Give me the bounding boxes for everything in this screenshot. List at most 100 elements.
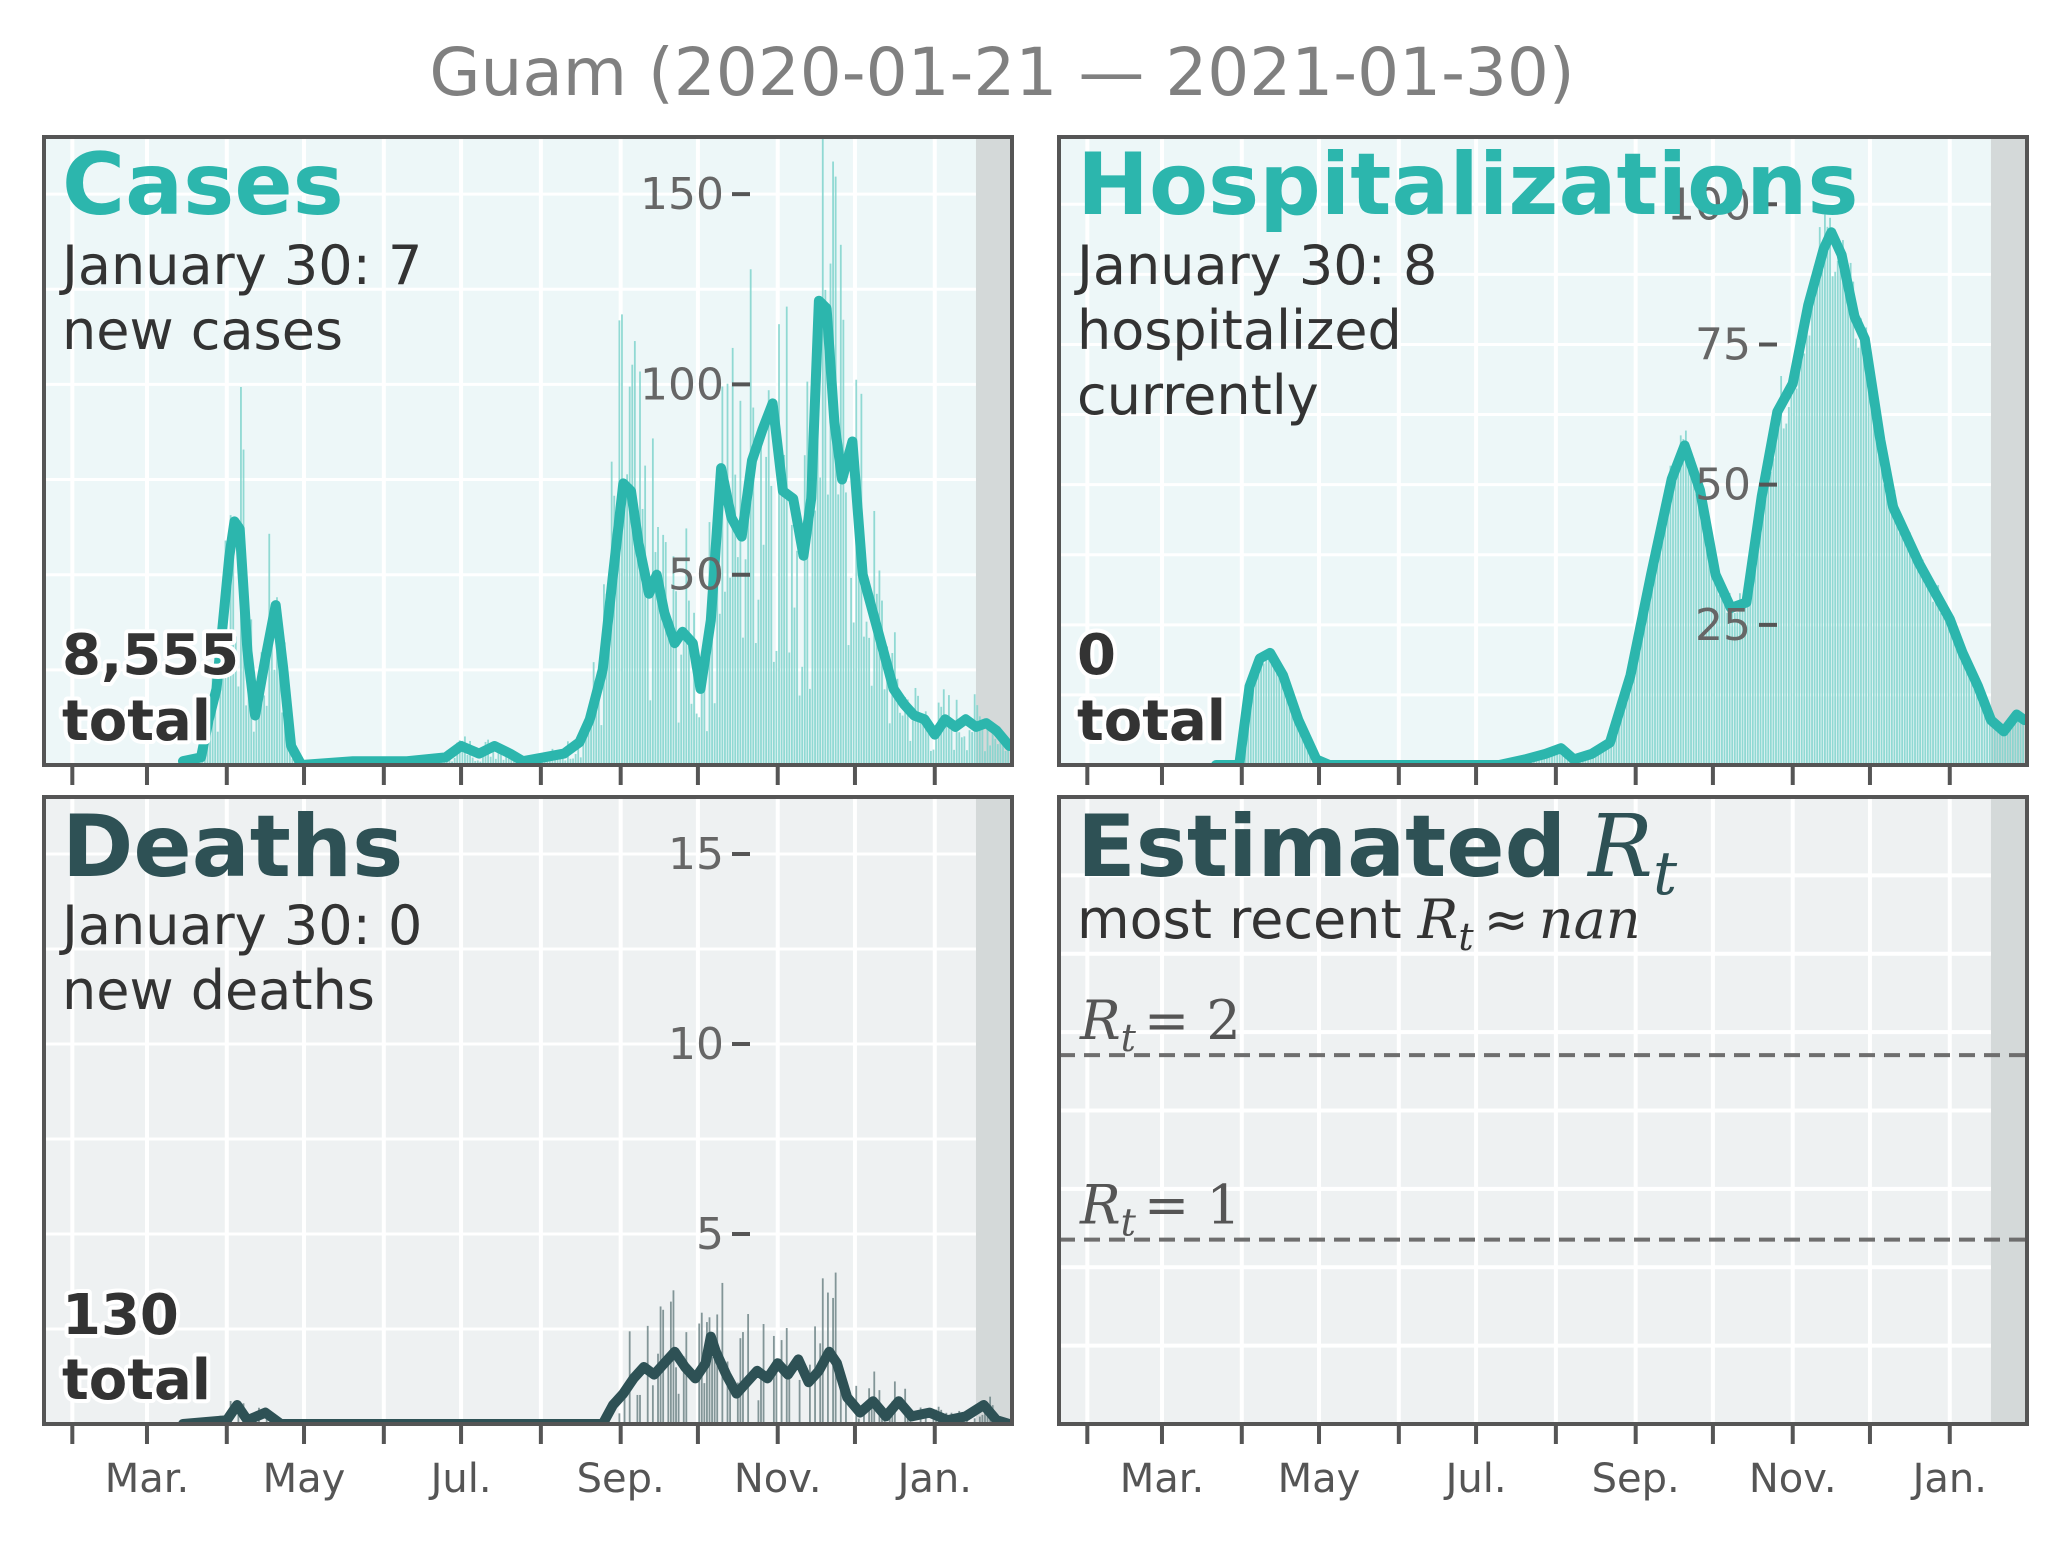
daily-bar bbox=[1803, 353, 1806, 765]
daily-bar bbox=[971, 732, 973, 765]
daily-bar bbox=[1697, 473, 1700, 765]
y-tick-label: 75 bbox=[1695, 319, 1751, 370]
daily-bar bbox=[1288, 690, 1291, 765]
daily-bar bbox=[693, 612, 695, 765]
daily-bar bbox=[1249, 683, 1252, 765]
daily-bar bbox=[821, 137, 824, 765]
daily-bar bbox=[724, 591, 726, 765]
daily-bar bbox=[852, 622, 855, 765]
daily-bar bbox=[978, 1416, 981, 1424]
daily-bar bbox=[605, 593, 608, 765]
daily-bar bbox=[234, 636, 237, 765]
hosp-title: Hospitalizations bbox=[1077, 135, 1859, 235]
daily-bar bbox=[1672, 488, 1674, 765]
daily-bar bbox=[948, 695, 950, 765]
daily-bar bbox=[726, 1361, 729, 1424]
daily-bar bbox=[809, 1364, 811, 1424]
daily-bar bbox=[597, 690, 600, 765]
daily-bar bbox=[966, 750, 968, 765]
daily-bar bbox=[901, 715, 904, 765]
daily-bar bbox=[881, 600, 883, 765]
daily-bar bbox=[1597, 749, 1600, 765]
daily-bar bbox=[1669, 465, 1672, 765]
daily-bar bbox=[1865, 327, 1867, 765]
daily-bar bbox=[247, 665, 250, 765]
rt-ref1-subscript: t bbox=[1121, 1201, 1137, 1245]
daily-bar bbox=[976, 705, 979, 765]
daily-bar bbox=[731, 347, 734, 765]
daily-bar bbox=[1787, 407, 1790, 765]
daily-bar bbox=[1847, 264, 1849, 765]
daily-bar bbox=[615, 544, 618, 765]
daily-bar bbox=[1296, 713, 1299, 765]
daily-bar bbox=[255, 712, 258, 765]
daily-bar bbox=[842, 319, 845, 765]
daily-bar bbox=[1739, 593, 1741, 765]
daily-bar bbox=[1267, 654, 1270, 765]
daily-bar bbox=[1829, 217, 1831, 765]
daily-bar bbox=[641, 508, 644, 765]
daily-bar bbox=[749, 269, 752, 765]
deaths-title: Deaths bbox=[62, 797, 403, 897]
daily-bar bbox=[767, 390, 770, 765]
cases-frame bbox=[42, 135, 1014, 767]
daily-bar bbox=[1947, 619, 1950, 765]
rt-subtitle-approx: ≈ bbox=[1484, 888, 1529, 951]
daily-bar bbox=[803, 455, 806, 765]
y-tick-label: 15 bbox=[668, 829, 724, 880]
daily-bar bbox=[713, 1344, 716, 1424]
daily-bar bbox=[814, 510, 816, 765]
daily-bar bbox=[742, 637, 744, 765]
daily-bar bbox=[1687, 460, 1690, 765]
daily-bar bbox=[636, 507, 639, 765]
daily-bar bbox=[214, 672, 217, 765]
daily-bar bbox=[209, 729, 211, 765]
daily-bar bbox=[1620, 708, 1623, 765]
daily-bar bbox=[1275, 658, 1278, 765]
daily-bar bbox=[1749, 578, 1752, 765]
daily-bar bbox=[1592, 753, 1595, 765]
y-tick-label: 100 bbox=[640, 359, 724, 410]
daily-bar bbox=[891, 653, 894, 765]
daily-bar bbox=[1906, 535, 1909, 765]
rt-ref1-equation: = 1 bbox=[1144, 1174, 1241, 1237]
daily-bar bbox=[845, 492, 847, 765]
daily-bar bbox=[778, 324, 780, 765]
daily-bar bbox=[906, 699, 909, 765]
daily-bar bbox=[1710, 567, 1713, 765]
rt-ref2-equation: = 2 bbox=[1144, 989, 1241, 1052]
daily-bar bbox=[1890, 486, 1893, 765]
daily-bar bbox=[857, 478, 860, 765]
deaths-y-ticks: 5 10 15 bbox=[668, 829, 750, 1260]
daily-bar bbox=[1852, 281, 1855, 765]
daily-bar bbox=[752, 407, 755, 765]
x-tick-label: Sep. bbox=[577, 1456, 665, 1502]
daily-bar bbox=[1932, 601, 1934, 765]
daily-bar bbox=[582, 726, 585, 765]
daily-bar bbox=[685, 1332, 688, 1424]
daily-bar bbox=[1677, 467, 1680, 765]
hosp-latest-unit: hospitalized bbox=[1077, 299, 1402, 362]
daily-bar bbox=[793, 607, 796, 765]
daily-bar bbox=[278, 665, 281, 765]
daily-bar bbox=[734, 474, 737, 765]
daily-bar bbox=[865, 621, 868, 765]
x-tick-label: Sep. bbox=[1592, 1456, 1680, 1502]
daily-bar bbox=[881, 1418, 883, 1424]
daily-bar bbox=[878, 570, 881, 765]
daily-bar bbox=[1757, 536, 1759, 765]
daily-bar bbox=[482, 750, 484, 765]
rt-panel: Mar. May Jul. Sep. Nov. Jan. Estimated Rt most… bbox=[1057, 795, 2029, 1502]
daily-bar bbox=[754, 643, 757, 765]
daily-bar bbox=[1540, 755, 1543, 765]
daily-bar bbox=[765, 456, 768, 765]
daily-bar bbox=[796, 550, 798, 765]
daily-bar bbox=[1605, 744, 1607, 765]
daily-bar bbox=[587, 728, 590, 765]
daily-bar bbox=[991, 727, 994, 765]
daily-bar bbox=[685, 528, 688, 765]
daily-bar bbox=[1661, 537, 1664, 765]
daily-bar bbox=[958, 732, 961, 765]
daily-bar bbox=[1764, 457, 1767, 765]
daily-bar bbox=[1664, 489, 1667, 765]
